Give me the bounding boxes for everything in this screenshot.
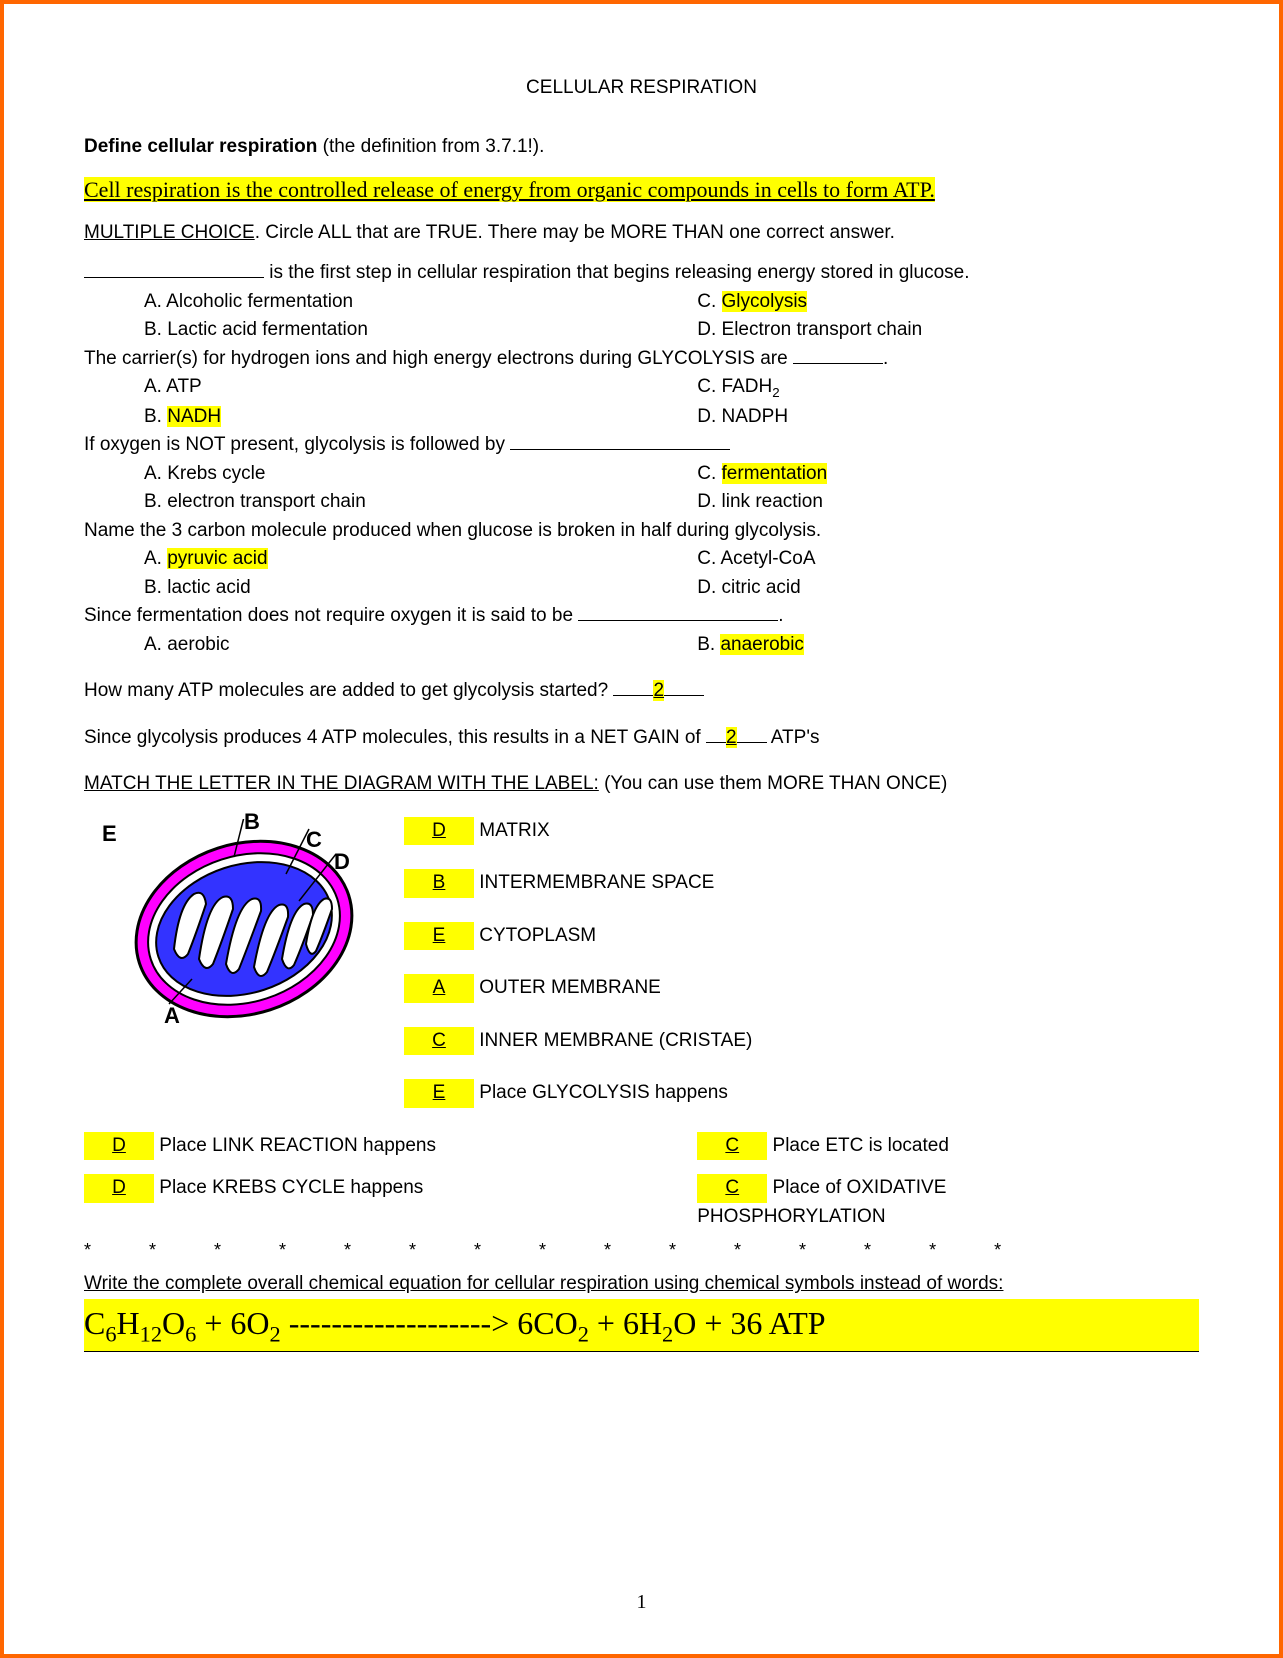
q1-row2: B. Lactic acid fermentation D. Electron …: [84, 316, 1199, 345]
q2-stem: The carrier(s) for hydrogen ions and hig…: [84, 345, 1199, 374]
mc-header: MULTIPLE CHOICE. Circle ALL that are TRU…: [84, 219, 1199, 248]
q1-row1: A. Alcoholic fermentation C. Glycolysis: [84, 288, 1199, 317]
match-labels-right: D MATRIX B INTERMEMBRANE SPACE E CYTOPLA…: [394, 809, 1199, 1132]
q1-a: A. Alcoholic fermentation: [84, 288, 697, 317]
match-header: MATCH THE LETTER IN THE DIAGRAM WITH THE…: [84, 770, 1199, 799]
q3-c: C. fermentation: [697, 460, 1199, 489]
q2-b: B. NADH: [84, 403, 697, 432]
q1-blank: [84, 277, 264, 278]
q2-c: C. FADH2: [697, 373, 1199, 403]
match-line-intermembrane: B INTERMEMBRANE SPACE: [404, 869, 1199, 898]
q3-stem: If oxygen is NOT present, glycolysis is …: [84, 431, 1199, 460]
q5-row1: A. aerobic B. anaerobic: [84, 631, 1199, 660]
page-border: CELLULAR RESPIRATION Define cellular res…: [0, 0, 1283, 1658]
q4-row2: B. lactic acid D. citric acid: [84, 574, 1199, 603]
match-oxphos: C Place of OXIDATIVE PHOSPHORYLATION: [697, 1174, 1199, 1231]
definition-text: Cell respiration is the controlled relea…: [84, 177, 935, 202]
q2-row1: A. ATP C. FADH2: [84, 373, 1199, 403]
match-etc: C Place ETC is located: [697, 1132, 1199, 1161]
q5-stem: Since fermentation does not require oxyg…: [84, 602, 1199, 631]
match-krebs: D Place KREBS CYCLE happens: [84, 1174, 697, 1231]
q1-c: C. Glycolysis: [697, 288, 1199, 317]
q2-a: A. ATP: [84, 373, 697, 403]
q2-row2: B. NADH D. NADPH: [84, 403, 1199, 432]
match-bottom-row1: D Place LINK REACTION happens C Place ET…: [84, 1132, 1199, 1161]
q4-row1: A. pyruvic acid C. Acetyl-CoA: [84, 545, 1199, 574]
match-line-matrix: D MATRIX: [404, 817, 1199, 846]
q1-stem-text: is the first step in cellular respiratio…: [264, 262, 970, 283]
q2-d: D. NADPH: [697, 403, 1199, 432]
equation-prompt: Write the complete overall chemical equa…: [84, 1270, 1199, 1299]
equation-answer: C6H12O6 + 6O2 -------------------> 6CO2 …: [84, 1299, 1199, 1352]
mc-header-rest: . Circle ALL that are TRUE. There may be…: [255, 222, 895, 243]
match-line-glycolysis: E Place GLYCOLYSIS happens: [404, 1079, 1199, 1108]
definition-answer: Cell respiration is the controlled relea…: [84, 173, 1199, 207]
q5-a: A. aerobic: [84, 631, 697, 660]
q1-b: B. Lactic acid fermentation: [84, 316, 697, 345]
q3-row1: A. Krebs cycle C. fermentation: [84, 460, 1199, 489]
page-title: CELLULAR RESPIRATION: [84, 74, 1199, 103]
mc-header-text: MULTIPLE CHOICE: [84, 222, 255, 243]
diagram-row: E B C D A: [84, 809, 1199, 1132]
mitochondria-diagram: E B C D A: [84, 809, 394, 1089]
q4-a: A. pyruvic acid: [84, 545, 697, 574]
match-bottom-row2: D Place KREBS CYCLE happens C Place of O…: [84, 1174, 1199, 1231]
match-line-outer: A OUTER MEMBRANE: [404, 974, 1199, 1003]
atp-q1: How many ATP molecules are added to get …: [84, 677, 1199, 706]
define-prompt: Define cellular respiration (the definit…: [84, 133, 1199, 162]
q5-b: B. anaerobic: [697, 631, 1199, 660]
q4-stem: Name the 3 carbon molecule produced when…: [84, 517, 1199, 546]
q1-stem: is the first step in cellular respiratio…: [84, 259, 1199, 288]
match-link: D Place LINK REACTION happens: [84, 1132, 697, 1161]
star-divider: ***************: [84, 1237, 1199, 1264]
mitochondria-icon: [114, 819, 374, 1049]
define-prompt-bold: Define cellular respiration: [84, 136, 317, 157]
q4-d: D. citric acid: [697, 574, 1199, 603]
match-line-inner: C INNER MEMBRANE (CRISTAE): [404, 1027, 1199, 1056]
page-number: 1: [4, 1591, 1279, 1614]
q3-row2: B. electron transport chain D. link reac…: [84, 488, 1199, 517]
q3-d: D. link reaction: [697, 488, 1199, 517]
atp-q2: Since glycolysis produces 4 ATP molecule…: [84, 724, 1199, 753]
q3-a: A. Krebs cycle: [84, 460, 697, 489]
match-line-cytoplasm: E CYTOPLASM: [404, 922, 1199, 951]
q4-c: C. Acetyl-CoA: [697, 545, 1199, 574]
worksheet-page: CELLULAR RESPIRATION Define cellular res…: [84, 74, 1199, 1352]
q1-d: D. Electron transport chain: [697, 316, 1199, 345]
define-prompt-rest: (the definition from 3.7.1!).: [317, 136, 544, 157]
q4-b: B. lactic acid: [84, 574, 697, 603]
q3-b: B. electron transport chain: [84, 488, 697, 517]
